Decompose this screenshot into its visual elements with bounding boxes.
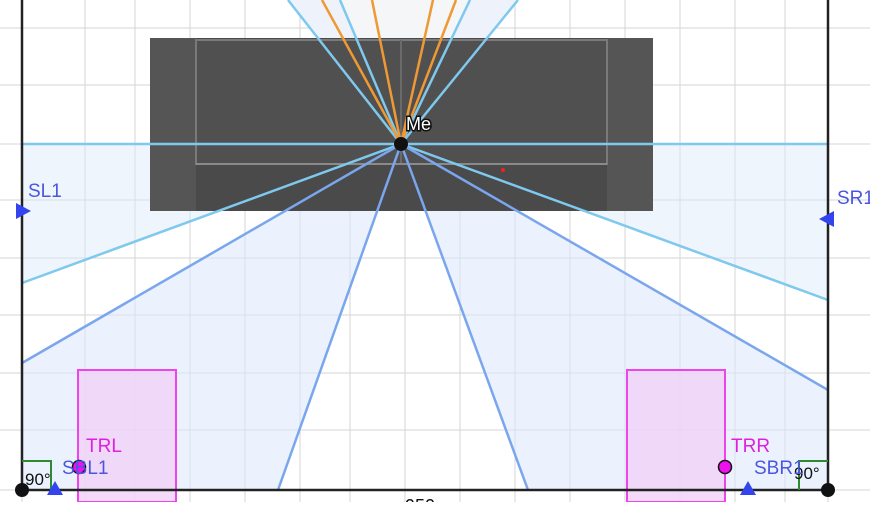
speaker-sbl1-marker[interactable]	[47, 481, 63, 495]
room-walls	[20, 0, 830, 492]
speaker-trr[interactable]: TRR	[717, 436, 771, 475]
speaker-sr1[interactable]: SR1	[819, 188, 870, 227]
trl-zone-box	[77, 369, 177, 503]
speaker-trl[interactable]: TRL	[71, 436, 122, 475]
listener-marker[interactable]	[394, 137, 408, 151]
trr-zone-box	[626, 369, 726, 503]
speaker-sbr1-label: SBR1	[754, 458, 804, 479]
speaker-sl1-marker[interactable]	[16, 203, 31, 219]
speaker-sr1-label: SR1	[837, 188, 870, 209]
corner-node-left[interactable]	[15, 483, 29, 497]
speaker-sl1[interactable]: SL1	[16, 181, 62, 219]
speaker-sbl1-label: SBL1	[62, 458, 108, 479]
speaker-sbl1[interactable]: SBL1	[47, 458, 108, 495]
speaker-sbr1-marker[interactable]	[740, 481, 756, 495]
listener-position[interactable]: Me	[394, 113, 433, 151]
speaker-rays	[21, 0, 829, 491]
corner-angle-right-label: 90°	[794, 464, 820, 483]
room-width-dimension: 950	[405, 496, 435, 502]
speaker-sbr1[interactable]: SBR1	[740, 458, 804, 495]
corner-angle-left: 90°	[22, 460, 52, 490]
speaker-trl-label: TRL	[86, 436, 122, 457]
speaker-trl-marker[interactable]	[71, 459, 87, 475]
speaker-trr-label: TRR	[731, 436, 770, 457]
speaker-sl1-label: SL1	[28, 181, 62, 202]
corner-angle-left-label: 90°	[25, 470, 51, 489]
speaker-sr1-marker[interactable]	[819, 211, 834, 227]
corner-node-right[interactable]	[821, 483, 835, 497]
corner-angle-right: 90°	[794, 460, 828, 490]
rear-speaker-zones	[77, 369, 726, 503]
sofa	[150, 38, 653, 211]
speaker-trr-marker[interactable]	[717, 459, 733, 475]
listener-label: Me	[406, 114, 431, 134]
